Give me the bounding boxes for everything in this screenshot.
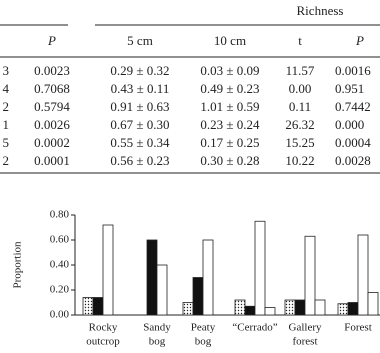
table-cell: 10.22	[285, 153, 314, 168]
table-cell: 0.91 ± 0.63	[110, 99, 169, 114]
bar	[337, 303, 349, 316]
table-cell: 26.32	[285, 117, 314, 132]
table-cell: 1.01 ± 0.59	[200, 99, 259, 114]
table-cell: 0.951	[335, 81, 364, 96]
table-cell: 0.0028	[335, 153, 371, 168]
y-tick-label: 0.00	[50, 309, 70, 321]
x-tick-label: Rocky	[89, 322, 118, 334]
table-cell: 0.67 ± 0.30	[110, 117, 169, 132]
y-tick-label: 0.80	[50, 209, 70, 221]
table-cell: 0.11	[289, 99, 311, 114]
table-cell: 0.17 ± 0.25	[200, 135, 259, 150]
bar	[202, 239, 214, 316]
table-cell: 0.0023	[34, 63, 70, 78]
table-cell: 4	[3, 81, 10, 96]
y-tick-label: 0.20	[50, 284, 70, 296]
table-cell: 0.0026	[34, 117, 70, 132]
table-cell: 0.49 ± 0.23	[200, 81, 259, 96]
table-cell: 0.55 ± 0.34	[110, 135, 170, 150]
column-header: P	[47, 33, 56, 48]
bar	[294, 299, 306, 316]
bar	[314, 299, 326, 316]
bar	[82, 297, 94, 316]
y-tick-label: 0.40	[50, 259, 70, 271]
table-cell: 0.000	[335, 117, 364, 132]
table-cell: 0.0016	[335, 63, 371, 78]
x-tick-label: Sandy	[143, 322, 171, 334]
bar	[347, 302, 359, 316]
table-cell: 0.7068	[34, 81, 70, 96]
table-cell: 0.43 ± 0.11	[111, 81, 170, 96]
group-header: Richness	[297, 3, 344, 18]
bar	[254, 220, 266, 316]
table-cell: 0.56 ± 0.23	[110, 153, 169, 168]
column-header: 5 cm	[127, 33, 153, 48]
x-tick-label: forest	[292, 336, 317, 348]
bar	[264, 307, 276, 316]
table-cell: 11.57	[286, 63, 315, 78]
bar	[156, 264, 168, 316]
bar	[192, 277, 204, 316]
table-cell: 15.25	[285, 135, 314, 150]
table-cell: 0.23 ± 0.24	[200, 117, 260, 132]
table-cell: 3	[3, 63, 10, 78]
table-cell: 0.30 ± 0.28	[200, 153, 259, 168]
x-tick-label: outcrop	[86, 336, 120, 348]
bar	[357, 234, 369, 316]
bar	[146, 239, 158, 316]
table-cell: 0.0001	[34, 153, 70, 168]
x-tick-label: bog	[195, 336, 212, 348]
table-cell: 0.00	[289, 81, 312, 96]
table-cell: 1	[3, 117, 10, 132]
table-cell: 0.5794	[34, 99, 70, 114]
table-cell: 0.0002	[34, 135, 70, 150]
x-tick-label: Gallery	[289, 322, 322, 334]
table-cell: 0.7442	[335, 99, 371, 114]
column-header: P	[355, 33, 364, 48]
y-axis-label: Proportion	[12, 241, 24, 289]
bar	[92, 297, 104, 316]
table-cell: 5	[3, 135, 10, 150]
bar	[244, 305, 256, 316]
bar	[367, 292, 379, 316]
y-tick-label: 0.60	[50, 234, 70, 246]
bar	[102, 224, 114, 316]
x-tick-label: bog	[149, 336, 166, 348]
x-tick-label: Forest	[344, 322, 372, 334]
x-tick-label: Peaty	[191, 322, 216, 334]
bar	[234, 299, 246, 316]
column-header: t	[298, 33, 302, 48]
table-cell: 0.0004	[335, 135, 371, 150]
table-cell: 0.29 ± 0.32	[110, 63, 169, 78]
column-header: 10 cm	[214, 33, 246, 48]
table-cell: 2	[3, 153, 10, 168]
x-tick-label: “Cerrado”	[232, 322, 277, 334]
table-cell: 2	[3, 99, 10, 114]
table-cell: 0.03 ± 0.09	[200, 63, 259, 78]
bar	[284, 299, 296, 316]
bar	[304, 235, 316, 316]
bar	[182, 302, 194, 316]
